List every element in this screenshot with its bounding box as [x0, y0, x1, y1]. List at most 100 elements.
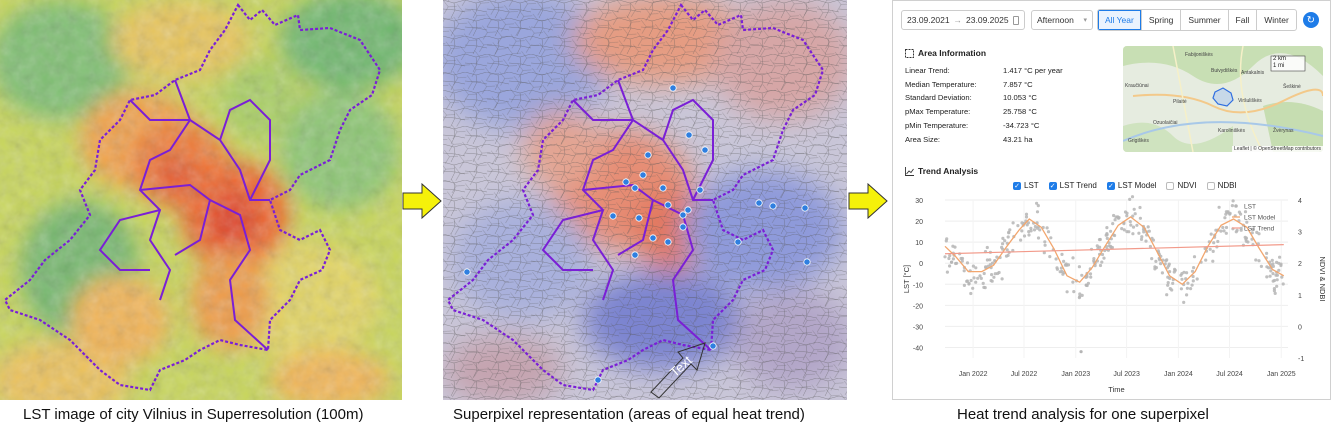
lst-point — [1035, 226, 1039, 230]
toggle-label: NDBI — [1217, 181, 1237, 190]
map-place: Žvėrynas — [1273, 128, 1294, 134]
checkbox-icon[interactable]: ✓ — [1048, 181, 1057, 190]
time-of-day-select[interactable]: Afternoon ▾ — [1031, 10, 1093, 30]
season-fall[interactable]: Fall — [1227, 10, 1257, 30]
area-select-icon — [905, 48, 914, 58]
lst-point — [1190, 269, 1195, 273]
lst-point — [1131, 214, 1135, 218]
lst-point — [1191, 279, 1195, 283]
lst-point — [1125, 214, 1129, 218]
map-attribution[interactable]: Leaflet | © OpenStreetMap contributors — [1232, 146, 1323, 152]
lst-point — [1100, 260, 1104, 264]
lst-point — [962, 269, 966, 273]
line-chart-icon — [905, 166, 914, 176]
y-tick-label: -30 — [913, 324, 923, 331]
toggle-lst-trend[interactable]: ✓ LST Trend — [1048, 181, 1097, 190]
lst-point — [1071, 256, 1075, 260]
date-to[interactable]: 23.09.2025 — [966, 15, 1009, 25]
lst-point — [1165, 266, 1169, 270]
lst-point — [1173, 267, 1177, 271]
y2-axis-label: NDVI & NDBI — [1318, 256, 1327, 301]
lst-point — [1224, 231, 1228, 235]
lst-point — [1171, 281, 1175, 285]
toggle-ndvi[interactable]: NDVI — [1166, 181, 1197, 190]
map-place: Antakalnis — [1241, 70, 1265, 76]
lst-point — [1035, 201, 1039, 205]
lst-point — [1102, 256, 1106, 260]
lst-point — [1166, 283, 1170, 287]
lst-point — [948, 254, 952, 258]
lst-model-line — [944, 216, 1285, 286]
lst-point — [1046, 230, 1051, 234]
lst-point — [1066, 263, 1071, 267]
x-tick-label: Jul 2022 — [1011, 371, 1038, 378]
lst-point — [1219, 229, 1223, 233]
checkbox-icon[interactable] — [1166, 181, 1175, 190]
lst-point — [967, 281, 971, 285]
lst-point — [965, 279, 969, 283]
lst-point — [1080, 273, 1084, 277]
map-place: Kraučiūnai — [1125, 83, 1149, 89]
y2-tick-label: 0 — [1298, 324, 1302, 331]
y-tick-label: 10 — [915, 240, 923, 247]
lst-point — [1221, 225, 1225, 230]
season-all-year[interactable]: All Year — [1098, 10, 1141, 30]
lst-point — [1120, 227, 1124, 231]
y-tick-label: 20 — [915, 219, 923, 226]
location-minimap[interactable]: 2 km 1 mi Fabijoniškės Buivydiškės Antak… — [1123, 46, 1323, 152]
calendar-icon[interactable] — [1012, 15, 1019, 25]
season-summer[interactable]: Summer — [1180, 10, 1227, 30]
toggle-lst-model[interactable]: ✓ LST Model — [1106, 181, 1156, 190]
y2-tick-label: 4 — [1298, 198, 1302, 205]
station-markers — [463, 84, 811, 384]
lst-point — [1165, 293, 1169, 297]
lst-point — [1180, 277, 1184, 281]
lst-trend-line — [944, 244, 1284, 255]
checkbox-icon[interactable]: ✓ — [1106, 181, 1115, 190]
y-tick-label: -40 — [913, 345, 923, 352]
trend-heading: Trend Analysis — [905, 166, 978, 176]
checkbox-icon[interactable] — [1206, 181, 1215, 190]
lst-point — [1105, 236, 1109, 240]
checkbox-icon[interactable]: ✓ — [1013, 181, 1021, 190]
lst-point — [1146, 225, 1150, 229]
lst-point — [1016, 224, 1020, 228]
lst-point — [1123, 210, 1128, 214]
lst-point — [1043, 243, 1047, 247]
lst-point — [1088, 272, 1093, 276]
lst-point — [1060, 252, 1064, 256]
season-winter[interactable]: Winter — [1256, 10, 1296, 30]
lst-point — [1223, 216, 1227, 220]
lst-point — [971, 264, 975, 268]
toggle-lst[interactable]: ✓ LST — [1013, 181, 1039, 190]
lst-point — [1245, 220, 1249, 224]
lst-point — [982, 285, 986, 289]
date-separator: → — [953, 15, 963, 25]
lst-point — [1138, 205, 1142, 210]
lst-point — [1192, 255, 1197, 259]
lst-point — [948, 264, 952, 268]
lst-point — [1045, 226, 1049, 230]
legend-label: LST — [1244, 204, 1256, 211]
lst-point — [1185, 293, 1189, 297]
lst-point — [990, 261, 995, 265]
map-place: Fabijoniškės — [1185, 52, 1213, 58]
lst-point — [1130, 195, 1135, 199]
date-from[interactable]: 23.09.2021 — [907, 15, 950, 25]
lst-point — [1122, 228, 1126, 232]
y-tick-label: -20 — [913, 303, 923, 310]
lst-point — [1154, 259, 1158, 263]
refresh-icon[interactable]: ↻ — [1302, 12, 1319, 28]
lst-point — [1180, 272, 1184, 276]
lst-point — [1065, 290, 1069, 294]
lst-point — [1006, 235, 1010, 239]
lst-point — [1271, 264, 1275, 268]
lst-point — [1027, 233, 1031, 237]
lst-point — [1078, 292, 1082, 296]
toggle-ndbi[interactable]: NDBI — [1206, 181, 1237, 190]
superpixel-panel: Text — [443, 0, 847, 400]
lst-point — [1000, 277, 1004, 281]
lst-point — [1001, 236, 1005, 240]
season-spring[interactable]: Spring — [1140, 10, 1181, 30]
date-range-picker[interactable]: 23.09.2021 → 23.09.2025 — [901, 10, 1025, 30]
